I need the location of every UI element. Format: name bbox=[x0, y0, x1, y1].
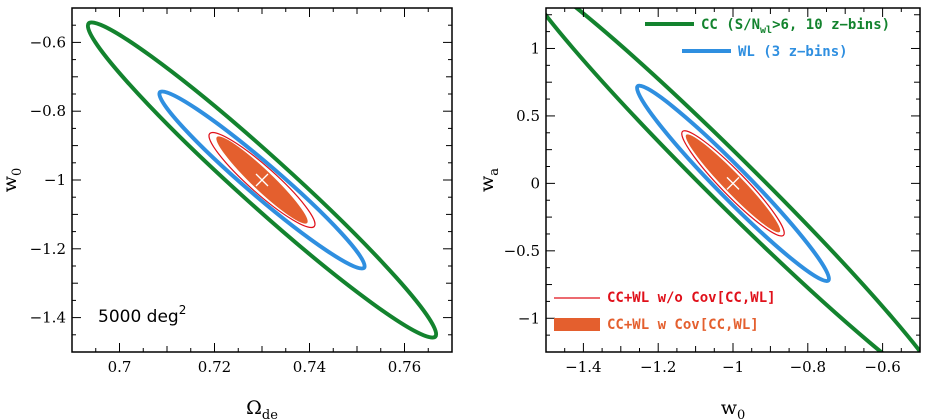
right-contours bbox=[546, 8, 920, 352]
left-contours bbox=[85, 20, 439, 340]
legend-combined-cov-label: CC+WL w Cov[CC,WL] bbox=[607, 317, 759, 333]
left-y-axis-title: w0 bbox=[0, 168, 25, 193]
right-y-tick-label: −0.5 bbox=[504, 242, 540, 260]
left-y-tick-label: −0.8 bbox=[30, 102, 66, 120]
left-x-tick-label: 0.74 bbox=[293, 358, 326, 376]
right-contour-wl bbox=[634, 83, 832, 284]
left-contour-combined-no-cov bbox=[208, 131, 316, 229]
legend-cc-label: CC (S/Nwl>6, 10 z−bins) bbox=[701, 17, 890, 36]
right-x-tick-label: −1 bbox=[722, 358, 744, 376]
right-x-axis-title: w0 bbox=[721, 397, 746, 419]
right-fiducial-marker bbox=[726, 176, 740, 190]
right-y-tick-label: 0.5 bbox=[516, 107, 540, 125]
left-x-tick-label: 0.72 bbox=[198, 358, 231, 376]
right-panel: −1.4 −1.2 −1 −0.8 −0.6 −1 −0.5 0 0.5 1 w0 wa CC (… bbox=[476, 7, 921, 419]
left-contour-wl bbox=[157, 89, 367, 271]
survey-area-annotation: 5000 deg2 bbox=[98, 303, 186, 327]
right-y-tick-label: 1 bbox=[530, 39, 540, 57]
legend-wl-label: WL (3 z−bins) bbox=[738, 44, 848, 60]
left-y-tick-label: −1.2 bbox=[30, 240, 66, 258]
left-y-tick-label: −1.4 bbox=[30, 309, 66, 327]
legend-combined-no-cov-label: CC+WL w/o Cov[CC,WL] bbox=[607, 290, 776, 306]
right-axis-ticks: −1.4 −1.2 −1 −0.8 −0.6 −1 −0.5 0 0.5 1 bbox=[504, 8, 921, 376]
right-x-tick-label: −1.4 bbox=[565, 358, 601, 376]
left-x-tick-label: 0.76 bbox=[388, 358, 421, 376]
right-contour-cc bbox=[546, 8, 920, 352]
left-contour-cc bbox=[85, 20, 439, 340]
right-x-tick-label: −1.2 bbox=[640, 358, 676, 376]
left-y-tick-label: −1 bbox=[44, 171, 66, 189]
legend-combined-cov-swatch bbox=[554, 318, 600, 331]
left-y-tick-label: −0.6 bbox=[30, 33, 66, 51]
right-y-tick-label: −1 bbox=[518, 309, 540, 327]
left-axis-ticks: 0.7 0.72 0.74 0.76 −1.4 −1.2 −1 −0.8 −0.6 bbox=[30, 7, 453, 376]
left-fiducial-marker bbox=[255, 173, 269, 187]
right-x-tick-label: −0.6 bbox=[864, 358, 900, 376]
left-panel: 0.7 0.72 0.74 0.76 −1.4 −1.2 −1 −0.8 −0.6 Ωde w0… bbox=[0, 7, 453, 419]
right-y-tick-label: 0 bbox=[530, 174, 540, 192]
left-x-tick-label: 0.7 bbox=[108, 358, 132, 376]
left-x-axis-title: Ωde bbox=[246, 397, 278, 419]
legend: CC (S/Nwl>6, 10 z−bins) WL (3 z−bins) CC… bbox=[554, 17, 890, 333]
right-x-tick-label: −0.8 bbox=[790, 358, 826, 376]
right-y-axis-title: wa bbox=[476, 168, 502, 192]
right-contour-combined-no-cov bbox=[681, 130, 785, 237]
